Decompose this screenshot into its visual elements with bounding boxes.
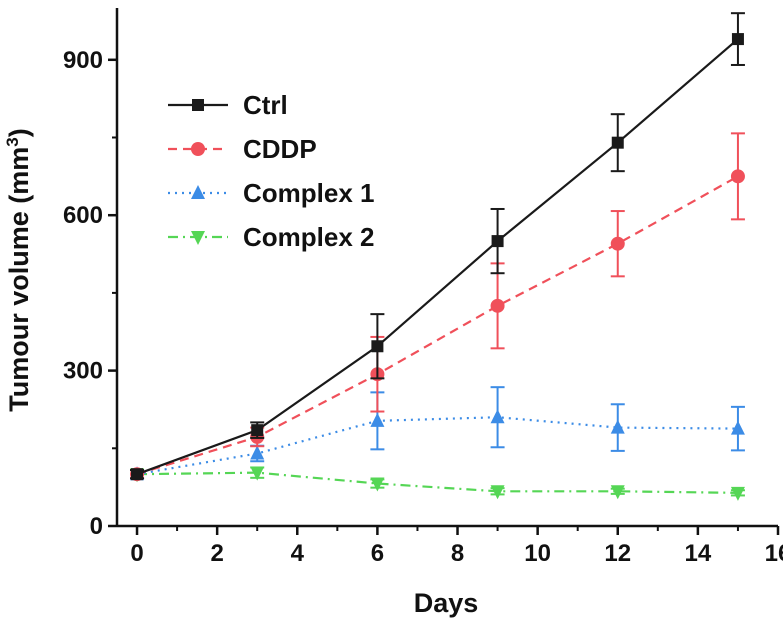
y-axis-title: Tumour volume (mm3)	[3, 128, 34, 412]
series-line	[136, 38, 739, 476]
data-point	[371, 340, 384, 353]
x-axis-title: Days	[414, 588, 479, 618]
data-point	[491, 235, 504, 248]
legend-entry: Complex 1	[168, 178, 375, 208]
data-point	[251, 424, 264, 437]
legend-label: Ctrl	[243, 90, 288, 120]
legend-entry: Complex 2	[168, 222, 375, 252]
data-point	[730, 486, 745, 501]
y-axis-title-main: Tumour volume (mm	[4, 147, 34, 412]
legend-label: CDDP	[243, 134, 317, 164]
x-tick-label: 2	[210, 540, 223, 567]
legend-marker	[192, 99, 204, 111]
x-tick-label: 14	[685, 540, 712, 567]
data-point	[370, 412, 385, 427]
data-point	[490, 485, 505, 500]
data-point	[250, 445, 265, 460]
legend-label: Complex 1	[243, 178, 375, 208]
data-point	[730, 169, 745, 184]
series-ctrl	[130, 12, 745, 481]
series-layer	[130, 12, 745, 501]
y-axis-title-close: )	[4, 128, 34, 137]
legend-label: Complex 2	[243, 222, 375, 252]
axes: 0 2 4 6 8 10 12 14 16 0 300 600 900	[63, 8, 783, 567]
series-complex-1	[130, 386, 745, 481]
legend-entry: Ctrl	[168, 90, 288, 120]
x-tick-label: 0	[130, 540, 143, 567]
data-point	[610, 485, 625, 500]
series-cddp	[130, 132, 745, 482]
legend: Ctrl CDDP Complex 1 Complex 2	[168, 90, 375, 252]
series-line	[137, 471, 738, 494]
y-axis-title-superscript: 3	[3, 137, 22, 146]
y-tick-label: 900	[63, 47, 103, 74]
x-tick-label: 8	[451, 540, 464, 567]
data-point	[490, 409, 505, 424]
data-point	[610, 236, 625, 251]
x-tick-label: 10	[524, 540, 551, 567]
legend-marker	[191, 142, 205, 156]
data-point	[131, 468, 144, 481]
x-tick-label: 6	[371, 540, 384, 567]
data-point	[611, 136, 624, 149]
series-complex-2	[130, 466, 745, 501]
series-line	[136, 175, 739, 476]
x-tick-label: 16	[765, 540, 783, 567]
y-tick-label: 600	[63, 202, 103, 229]
data-point	[250, 466, 265, 481]
data-point	[610, 419, 625, 434]
legend-marker	[191, 231, 205, 245]
x-tick-label: 12	[604, 540, 631, 567]
data-point	[370, 477, 385, 492]
legend-entry: CDDP	[168, 134, 317, 164]
data-point	[731, 33, 744, 46]
x-tick-label: 4	[291, 540, 305, 567]
y-tick-label: 0	[90, 513, 103, 540]
legend-marker	[191, 185, 205, 199]
data-point	[730, 420, 745, 435]
data-point	[490, 298, 505, 313]
y-tick-label: 300	[63, 358, 103, 385]
